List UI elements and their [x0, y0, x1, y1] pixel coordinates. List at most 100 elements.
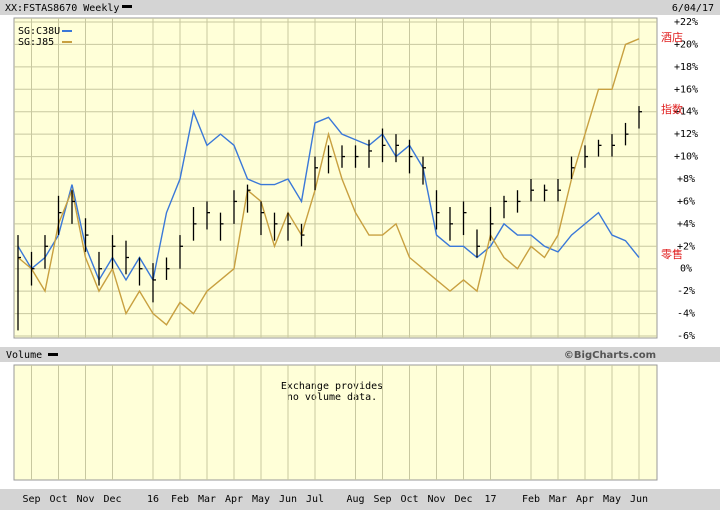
title-marker: [122, 5, 132, 8]
y-tick-label: +22%: [674, 17, 698, 28]
price-bar: [354, 145, 359, 168]
x-tick-label: Jun: [279, 494, 297, 505]
price-bar: [260, 201, 264, 236]
price-bar: [17, 235, 21, 331]
x-tick-label: Apr: [576, 494, 594, 505]
price-bar: [341, 145, 345, 168]
y-tick-label: +20%: [674, 39, 698, 50]
price-bar: [638, 106, 642, 129]
plot-area: [13, 17, 658, 339]
y-tick-label: +14%: [674, 107, 698, 118]
annotation: 零售: [661, 247, 683, 261]
price-bar: [530, 179, 534, 202]
x-tick-label: Sep: [22, 494, 40, 505]
price-bar: [273, 212, 278, 241]
y-tick-label: +16%: [674, 84, 698, 95]
y-tick-label: -2%: [677, 286, 695, 297]
x-tick-label: Jun: [630, 494, 648, 505]
price-bar: [395, 134, 399, 163]
chart-title: XX:FSTAS8670 Weekly: [5, 3, 119, 14]
price-bar: [111, 235, 116, 269]
y-tick-label: -4%: [677, 309, 695, 320]
price-bar: [179, 235, 183, 269]
x-tick-label: Feb: [522, 494, 540, 505]
credit: ©BigCharts.com: [564, 350, 656, 361]
price-bar: [206, 201, 210, 230]
y-tick-label: +10%: [674, 152, 698, 163]
price-bar: [557, 179, 561, 202]
x-tick-label: May: [603, 494, 621, 505]
x-tick-label: Sep: [373, 494, 391, 505]
x-tick-label: Nov: [76, 494, 94, 505]
y-tick-label: +6%: [677, 196, 695, 207]
x-tick-label: Feb: [171, 494, 189, 505]
price-bar: [422, 156, 426, 185]
annotation: 酒店: [661, 30, 683, 44]
grid-layer: [14, 18, 657, 480]
price-bar: [138, 257, 143, 286]
y-tick-label: +2%: [677, 241, 695, 252]
series-line: [17, 38, 640, 326]
price-bar: [435, 190, 440, 230]
price-bar: [30, 251, 35, 286]
price-bar: [327, 145, 332, 174]
x-tick-label: Oct: [400, 494, 418, 505]
volume-message: Exchange provides: [281, 381, 383, 392]
price-bar: [165, 257, 170, 280]
volume-area: [13, 364, 658, 481]
price-bar: [611, 134, 615, 157]
price-bar: [246, 184, 251, 213]
price-bar: [300, 223, 305, 247]
price-bar: [584, 145, 588, 168]
price-bar: [98, 251, 102, 286]
x-tick-label: Mar: [198, 494, 216, 505]
legend-label: SG:J85: [18, 37, 54, 48]
x-tick-label: Mar: [549, 494, 567, 505]
price-bar: [381, 128, 386, 163]
price-bar: [57, 195, 62, 236]
x-tick-label: May: [252, 494, 270, 505]
price-bar: [570, 156, 575, 179]
price-bar: [152, 263, 156, 303]
y-tick-label: +4%: [677, 219, 695, 230]
price-bar: [476, 229, 480, 258]
price-bar: [489, 207, 494, 241]
price-bar: [84, 218, 89, 252]
price-bar: [543, 184, 548, 202]
price-bar: [71, 190, 75, 224]
price-bar: [408, 139, 413, 174]
price-bar: [597, 139, 602, 157]
volume-label: Volume: [6, 350, 42, 361]
price-bar: [503, 195, 507, 219]
annotation: 指数: [661, 102, 683, 116]
x-tick-label: Oct: [49, 494, 67, 505]
volume-message: no volume data.: [287, 392, 377, 403]
price-bar: [368, 139, 372, 168]
x-tick-label: Nov: [427, 494, 445, 505]
price-bar: [462, 201, 467, 236]
volume-marker: [48, 353, 58, 356]
price-bar: [192, 207, 197, 241]
price-bar: [233, 190, 237, 224]
y-tick-label: +18%: [674, 62, 698, 73]
legend-label: SG:C38U: [18, 26, 60, 37]
price-bar: [219, 212, 224, 241]
x-tick-label: Dec: [454, 494, 472, 505]
price-bar: [449, 207, 453, 241]
y-tick-label: -6%: [677, 331, 695, 342]
x-axis-bar: [0, 489, 720, 510]
volume-header: [0, 347, 720, 362]
price-bar: [287, 212, 291, 241]
price-bar: [624, 122, 629, 146]
price-bar: [314, 156, 318, 191]
x-tick-label: Aug: [346, 494, 364, 505]
x-tick-label: Jul: [306, 494, 324, 505]
x-tick-label: Apr: [225, 494, 243, 505]
chart-date: 6/04/17: [672, 3, 714, 14]
series-line: [17, 109, 640, 282]
y-tick-label: +8%: [677, 174, 695, 185]
x-tick-label: 16: [147, 494, 159, 505]
price-bar: [125, 240, 129, 275]
x-tick-label: Dec: [103, 494, 121, 505]
